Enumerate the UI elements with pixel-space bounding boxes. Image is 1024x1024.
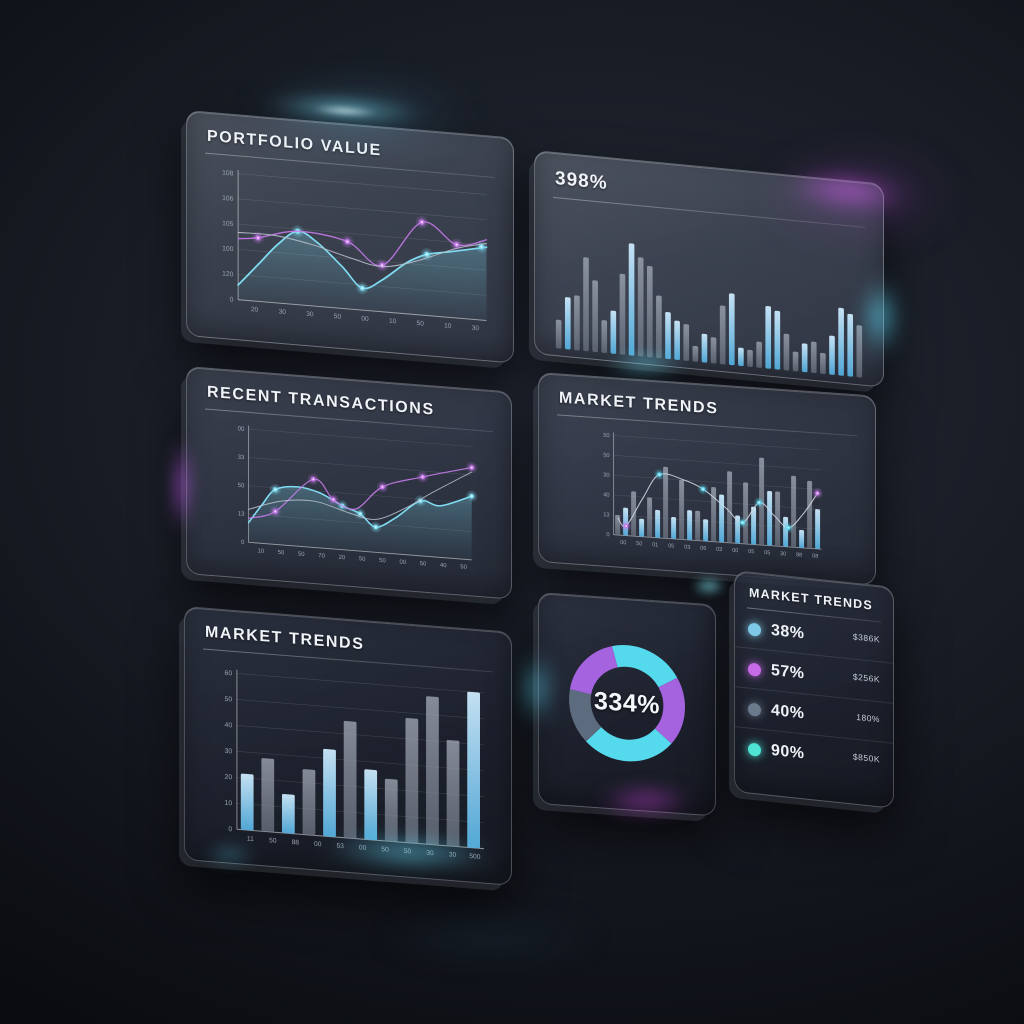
- svg-text:11: 11: [247, 836, 254, 844]
- svg-text:108: 108: [222, 170, 234, 178]
- svg-text:500: 500: [469, 853, 480, 861]
- svg-text:0: 0: [228, 826, 232, 833]
- glow-floor-reflection: [320, 915, 660, 961]
- legend-percent: 40%: [771, 701, 805, 723]
- svg-text:00: 00: [732, 548, 738, 554]
- svg-text:10: 10: [444, 322, 452, 330]
- svg-text:50: 50: [420, 561, 427, 568]
- svg-text:30: 30: [603, 472, 609, 478]
- svg-text:88: 88: [292, 839, 300, 847]
- svg-text:50: 50: [636, 541, 642, 547]
- panel-portfolio-value: PORTFOLIO VALUE 108 106 105 100 120 0 20 30 30 50…: [186, 110, 514, 364]
- svg-text:50: 50: [334, 313, 342, 321]
- svg-text:60: 60: [225, 670, 233, 678]
- svg-text:70: 70: [318, 553, 325, 560]
- svg-text:40: 40: [440, 563, 447, 570]
- panel-donut: 334%: [538, 592, 716, 817]
- legend-value: $386K: [852, 631, 880, 645]
- svg-text:50: 50: [404, 848, 412, 856]
- svg-text:106: 106: [222, 195, 234, 203]
- legend-percent: 57%: [771, 661, 805, 683]
- legend-value: $850K: [852, 751, 880, 765]
- svg-text:53: 53: [336, 843, 344, 851]
- svg-text:10: 10: [225, 800, 233, 808]
- svg-text:100: 100: [222, 245, 234, 253]
- legend-dot-gray: [748, 702, 761, 717]
- svg-text:120: 120: [222, 271, 234, 279]
- svg-text:50: 50: [225, 696, 233, 704]
- panel-market-trends-bars: MARKET TRENDS 60 50 40 30 20 10 0 11 50 88 00 53 00 5…: [184, 606, 512, 886]
- svg-text:30: 30: [426, 850, 434, 858]
- donut-chart: [569, 645, 685, 762]
- svg-text:08: 08: [812, 553, 818, 559]
- svg-text:00: 00: [620, 540, 626, 546]
- legend-dot-blue: [748, 622, 761, 637]
- svg-text:0: 0: [241, 539, 245, 546]
- donut-center-label: 334%: [594, 686, 660, 720]
- svg-text:01: 01: [652, 542, 658, 548]
- svg-text:33: 33: [238, 454, 245, 462]
- svg-text:50: 50: [238, 482, 245, 490]
- svg-text:0: 0: [606, 532, 609, 538]
- svg-text:03: 03: [684, 544, 690, 550]
- svg-text:10: 10: [389, 318, 397, 326]
- big-number-bar-chart: [555, 243, 863, 378]
- market-trends-bar-chart: 60 50 40 30 20 10 0 11 50 88 00 53 00 50 50 30 30 500: [225, 669, 484, 861]
- svg-text:50: 50: [298, 552, 305, 559]
- panel-recent-transactions: RECENT TRANSACTIONS 00 33 50 13 0 10 50 50 70 20 5…: [186, 366, 512, 600]
- legend-value: $256K: [852, 671, 880, 685]
- svg-text:40: 40: [603, 492, 609, 498]
- svg-text:05: 05: [764, 550, 770, 556]
- svg-text:88: 88: [796, 552, 802, 558]
- svg-text:50: 50: [603, 433, 609, 439]
- svg-text:30: 30: [279, 308, 287, 316]
- glow-cyan-sparkle-p6-top: [686, 576, 732, 596]
- svg-text:00: 00: [238, 425, 245, 433]
- svg-text:40: 40: [225, 722, 233, 730]
- svg-text:05: 05: [668, 543, 674, 549]
- svg-text:105: 105: [222, 220, 234, 228]
- svg-text:50: 50: [359, 556, 366, 563]
- legend-dot-cyan: [748, 742, 761, 757]
- svg-text:30: 30: [449, 851, 457, 859]
- legend-percent: 38%: [771, 621, 805, 643]
- glow-cyan-core-p1: [299, 102, 391, 120]
- svg-text:03: 03: [716, 547, 722, 553]
- svg-text:00: 00: [361, 315, 369, 323]
- svg-text:50: 50: [603, 453, 609, 459]
- svg-text:0: 0: [230, 296, 234, 303]
- panel-market-trends-legend: MARKET TRENDS 38% $386K 57% $256K 40% 18…: [734, 570, 894, 809]
- svg-text:50: 50: [379, 558, 386, 565]
- svg-text:50: 50: [269, 837, 277, 845]
- svg-text:50: 50: [278, 550, 285, 557]
- svg-text:50: 50: [381, 846, 389, 854]
- svg-text:13: 13: [238, 510, 245, 518]
- panel-big-number: 398%: [534, 150, 884, 388]
- svg-text:20: 20: [225, 774, 233, 782]
- svg-text:00: 00: [314, 841, 322, 849]
- svg-text:06: 06: [700, 546, 706, 552]
- svg-text:30: 30: [306, 311, 314, 319]
- svg-text:20: 20: [251, 306, 259, 314]
- portfolio-value-chart: 108 106 105 100 120 0 20 30 30 50 00 10 50 10 30: [222, 170, 488, 333]
- svg-text:50: 50: [460, 564, 467, 571]
- svg-text:20: 20: [339, 555, 346, 562]
- svg-text:10: 10: [257, 548, 264, 555]
- svg-text:50: 50: [417, 320, 425, 328]
- svg-text:30: 30: [472, 325, 480, 333]
- donut-chart-wrap: 334%: [547, 618, 707, 789]
- svg-text:30: 30: [780, 551, 786, 557]
- panel-market-trends-combo: MARKET TRENDS 50 50 30 40 13 0 00 50 01 05 03 06 03 0…: [538, 372, 876, 586]
- svg-text:13: 13: [603, 512, 609, 518]
- svg-text:00: 00: [359, 844, 367, 852]
- legend-dot-purple: [748, 662, 761, 677]
- svg-text:00: 00: [399, 560, 406, 567]
- legend-value: 180%: [856, 711, 880, 725]
- legend-percent: 90%: [771, 741, 805, 763]
- svg-text:05: 05: [748, 549, 754, 555]
- recent-transactions-chart: 00 33 50 13 0 10 50 50 70 20 50 50 00 50 40 50: [238, 425, 478, 571]
- svg-text:30: 30: [225, 748, 233, 756]
